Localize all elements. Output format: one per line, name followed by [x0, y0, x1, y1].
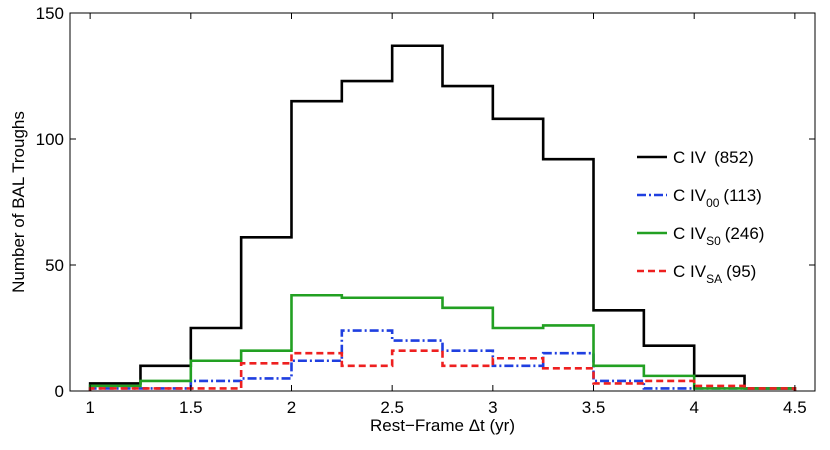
x-tick-label: 4.5 [783, 398, 807, 417]
x-axis: 1 1.5 2 2.5 3 3.5 4 4.5 [85, 13, 807, 417]
legend-count: (246) [725, 224, 765, 243]
legend-item-0: C IV (852) [637, 148, 754, 167]
x-tick-label: 4 [689, 398, 698, 417]
x-tick-label: 2.5 [380, 398, 404, 417]
legend-subscript: S0 [706, 234, 721, 248]
legend-label: C IVS0 (246) [673, 224, 764, 248]
legend-subscript: 00 [706, 196, 720, 210]
legend-count: (852) [714, 148, 754, 167]
legend-count: (113) [723, 186, 761, 205]
plot-area [88, 44, 797, 391]
legend-item-1: C IV00 (113) [637, 186, 762, 210]
legend-count: (95) [726, 262, 756, 281]
series-line-3 [88, 349, 797, 391]
legend-item-3: C IVSA (95) [637, 262, 756, 286]
legend-subscript: SA [706, 272, 722, 286]
legend-label: C IV (852) [673, 148, 754, 167]
x-tick-label: 1 [85, 398, 94, 417]
x-axis-label: Rest−Frame Δt (yr) [370, 416, 515, 435]
series-2 [88, 293, 797, 391]
legend-series-name: C IV [673, 224, 707, 243]
series-0 [88, 44, 797, 391]
legend-series-name: C IV [673, 262, 707, 281]
y-tick-label: 150 [36, 4, 64, 23]
series-line-0 [88, 44, 797, 391]
legend: C IV (852)C IV00 (113)C IVS0 (246)C IVSA (95… [637, 148, 764, 286]
plot-frame [69, 12, 816, 392]
y-tick-label: 100 [36, 130, 64, 149]
y-tick-label: 0 [55, 382, 64, 401]
x-tick-label: 1.5 [179, 398, 203, 417]
y-tick-label: 50 [45, 256, 64, 275]
y-axis: 0 50 100 150 [36, 4, 815, 401]
series-1 [88, 329, 797, 391]
legend-label: C IVSA (95) [673, 262, 756, 286]
series-3 [88, 349, 797, 391]
series-line-2 [88, 293, 797, 391]
series-line-1 [88, 329, 797, 391]
y-axis-label: Number of BAL Troughs [9, 111, 28, 293]
legend-label: C IV00 (113) [673, 186, 762, 210]
x-tick-label: 3 [488, 398, 497, 417]
legend-item-2: C IVS0 (246) [637, 224, 764, 248]
x-tick-label: 2 [287, 398, 296, 417]
legend-series-name: C IV [673, 186, 707, 205]
x-tick-label: 3.5 [582, 398, 606, 417]
legend-series-name: C IV [673, 148, 707, 167]
